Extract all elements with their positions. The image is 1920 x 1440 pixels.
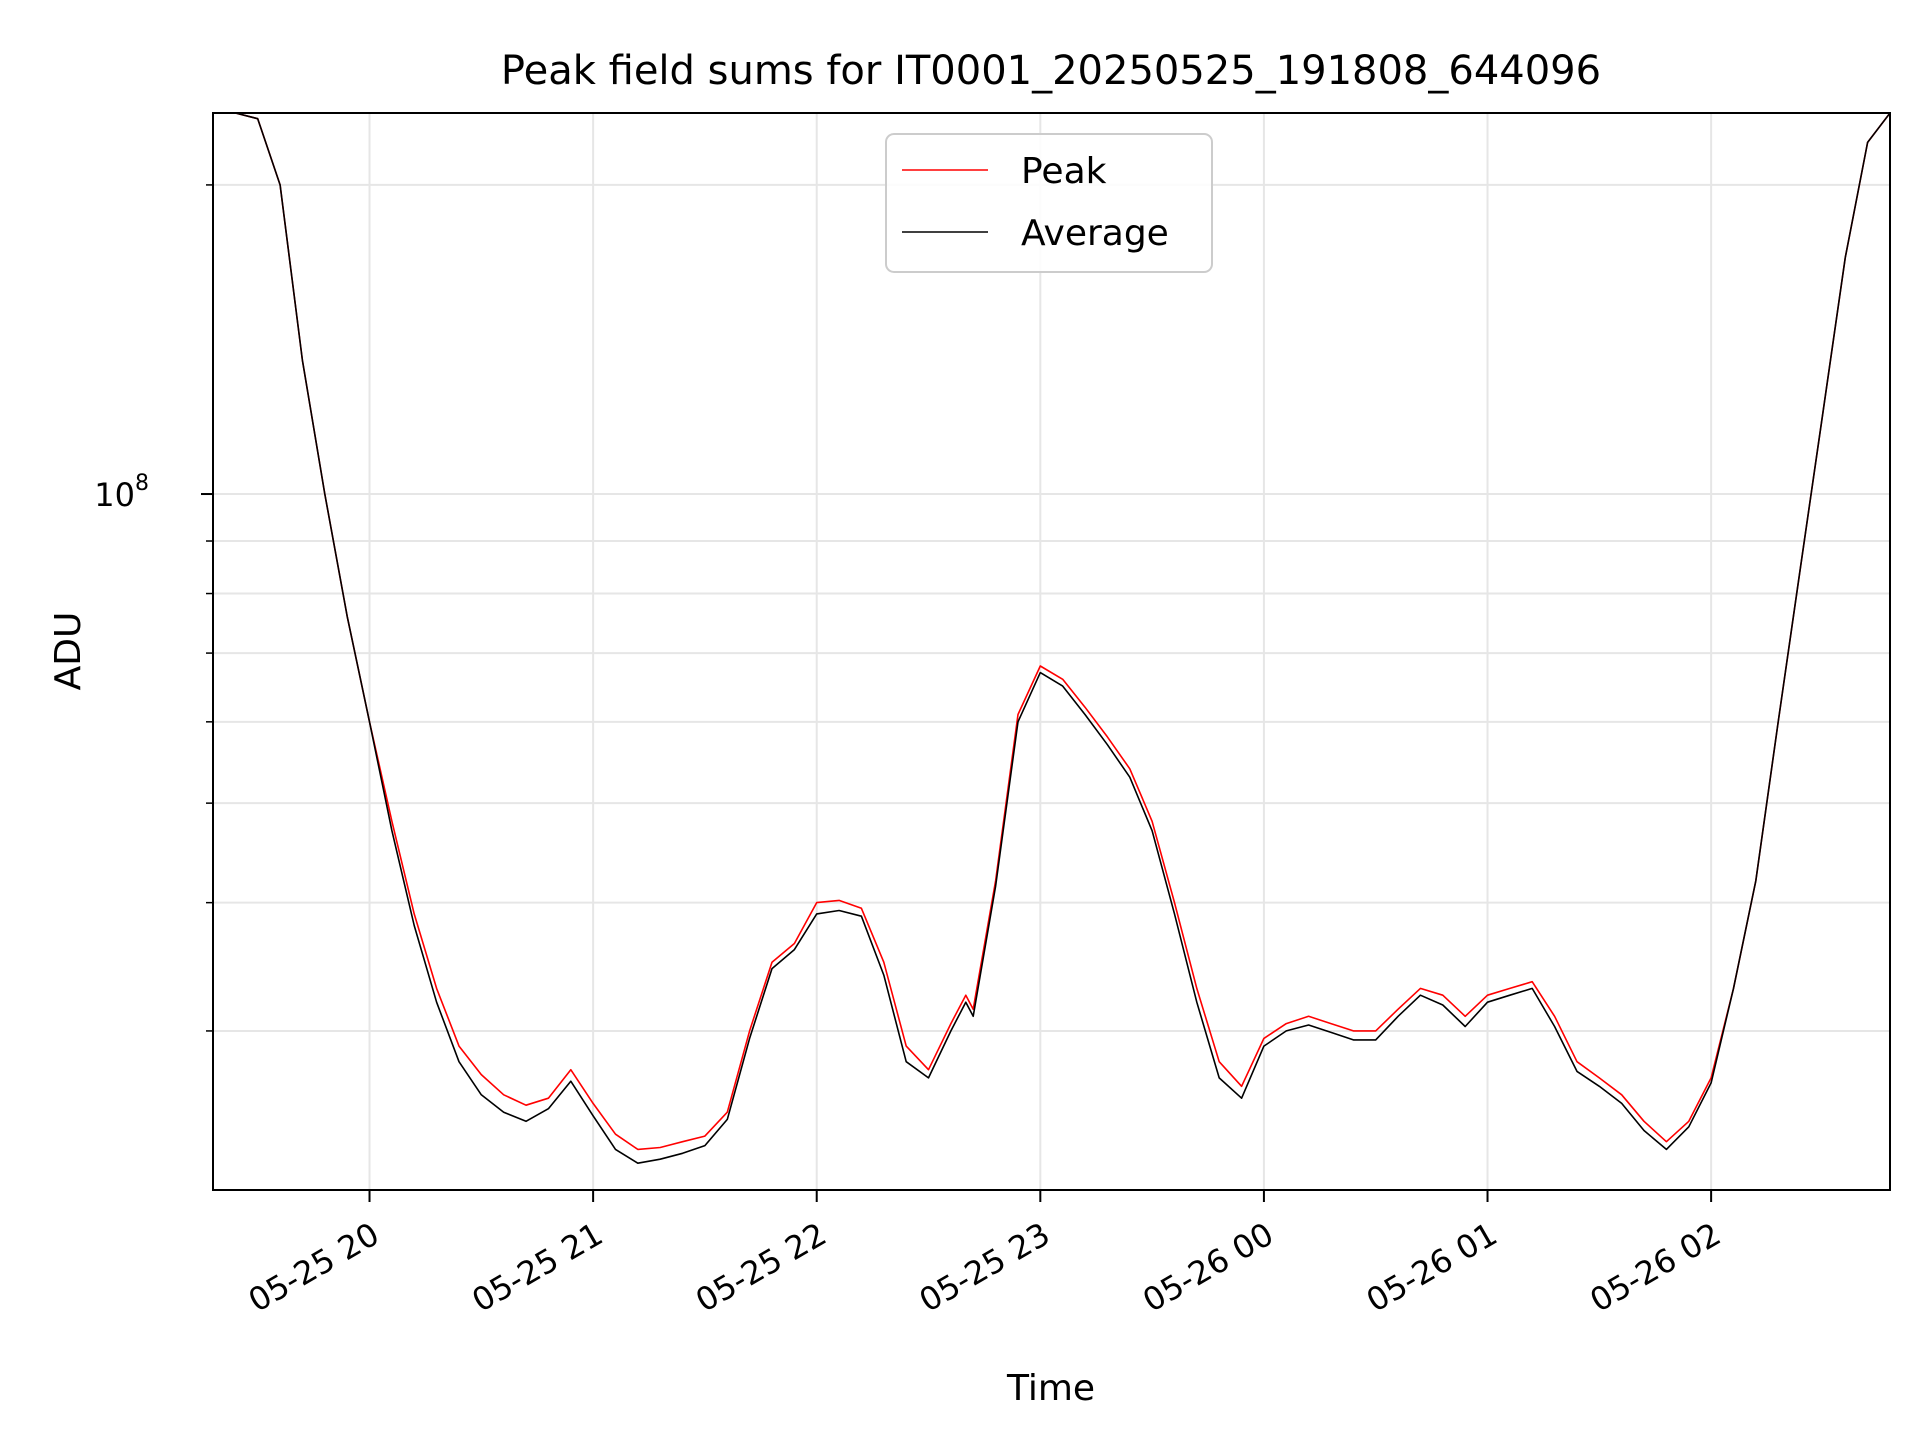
legend-box — [885, 133, 1213, 273]
plot-frame — [212, 112, 1891, 1191]
series-line-peak — [213, 113, 1890, 1151]
y-axis-label: ADU — [48, 612, 89, 691]
legend-peak-label: Peak — [1021, 151, 1107, 192]
x-axis-label: Time — [1006, 1368, 1095, 1409]
series-line-average — [213, 113, 1890, 1164]
y-tick-label: 108 — [94, 471, 149, 514]
chart-title: Peak field sums for IT0001_20250525_1918… — [501, 48, 1601, 94]
legend: Peak Average — [885, 133, 1213, 273]
series-lines — [213, 113, 1890, 1164]
legend-average-label: Average — [1021, 213, 1169, 254]
